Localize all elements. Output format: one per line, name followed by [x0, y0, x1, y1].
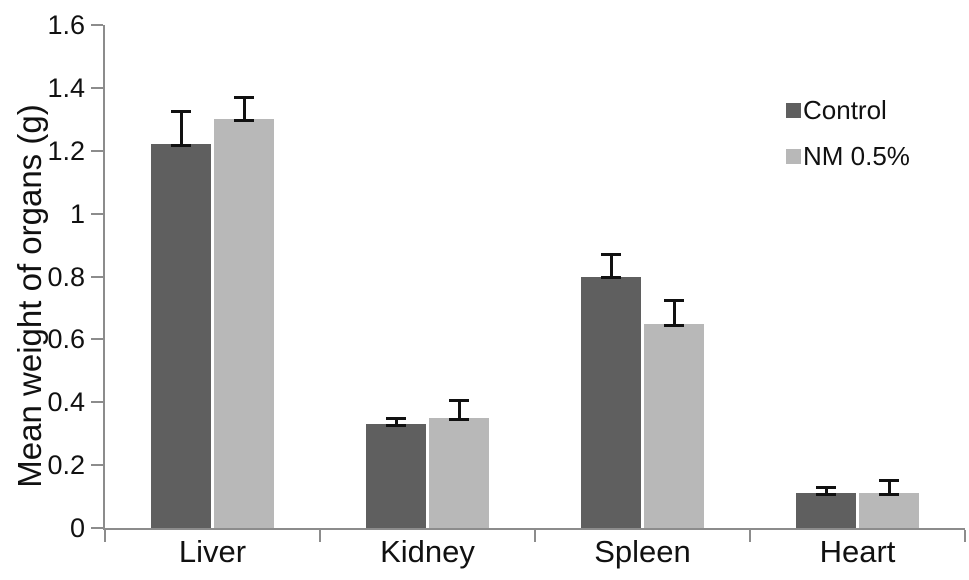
error-bar — [234, 95, 254, 123]
bar-control-kidney — [366, 424, 426, 528]
error-bar-stem — [242, 98, 246, 120]
y-tick — [91, 338, 103, 341]
y-tick-label: 1 — [69, 198, 85, 229]
y-tick — [91, 24, 103, 26]
error-bar-stem — [179, 113, 183, 145]
legend-label-control: Control — [803, 94, 887, 125]
error-bar-stem — [672, 301, 676, 324]
x-axis-line — [103, 528, 965, 530]
legend-item-control: Control — [786, 93, 910, 127]
legend-label-nm: NM 0.5% — [803, 140, 910, 171]
y-tick-label: 0.6 — [47, 324, 85, 355]
error-bar — [816, 485, 836, 497]
error-bar-stem — [887, 482, 891, 494]
category-label-spleen: Spleen — [594, 534, 691, 569]
bar-control-liver — [151, 144, 211, 528]
x-tick — [319, 530, 321, 542]
bar-nm-0-5--spleen — [644, 323, 704, 528]
y-tick-label: 0.4 — [47, 387, 85, 418]
error-bar — [664, 298, 684, 327]
error-bar-stem — [457, 402, 461, 418]
y-tick — [91, 464, 103, 467]
y-tick — [91, 149, 103, 152]
y-tick — [91, 401, 103, 404]
legend: Control NM 0.5% — [786, 93, 910, 185]
category-label-liver: Liver — [178, 534, 247, 569]
category-label-heart: Heart — [819, 534, 896, 569]
y-tick-label: 0.2 — [47, 450, 85, 481]
bar-control-spleen — [581, 276, 641, 528]
error-bar — [449, 399, 469, 421]
bar-nm-0-5--heart — [859, 493, 919, 528]
y-tick — [91, 275, 103, 278]
y-tick-label: 1.6 — [47, 10, 85, 40]
x-tick — [104, 530, 106, 542]
x-tick — [534, 530, 536, 542]
error-bar-stem — [609, 256, 613, 277]
x-tick — [964, 530, 966, 542]
y-tick — [91, 527, 103, 529]
y-tick-label: 1.4 — [47, 72, 85, 103]
y-tick-label: 1.2 — [47, 135, 85, 166]
error-bar-stem — [824, 488, 828, 494]
error-bar — [171, 110, 191, 148]
x-tick — [749, 530, 751, 542]
y-tick — [91, 86, 103, 89]
legend-swatch-control — [786, 102, 801, 118]
legend-swatch-nm — [786, 148, 801, 164]
y-tick-label: 0 — [69, 513, 85, 543]
bar-control-heart — [796, 493, 856, 528]
y-tick-label: 0.8 — [47, 261, 85, 292]
y-axis-line — [103, 25, 105, 530]
error-bar — [601, 253, 621, 280]
category-label-kidney: Kidney — [380, 534, 475, 569]
legend-item-nm: NM 0.5% — [786, 139, 910, 173]
bar-nm-0-5--kidney — [429, 417, 489, 528]
y-tick — [91, 212, 103, 215]
plot-area: 0 0.2 0.4 0.6 0.8 1 1.2 1.4 1.6 Liver Kidney Spleen… — [47, 10, 966, 569]
error-bar — [386, 416, 406, 428]
error-bar — [879, 479, 899, 497]
error-bar-stem — [394, 419, 398, 425]
bar-nm-0-5--liver — [214, 119, 274, 528]
